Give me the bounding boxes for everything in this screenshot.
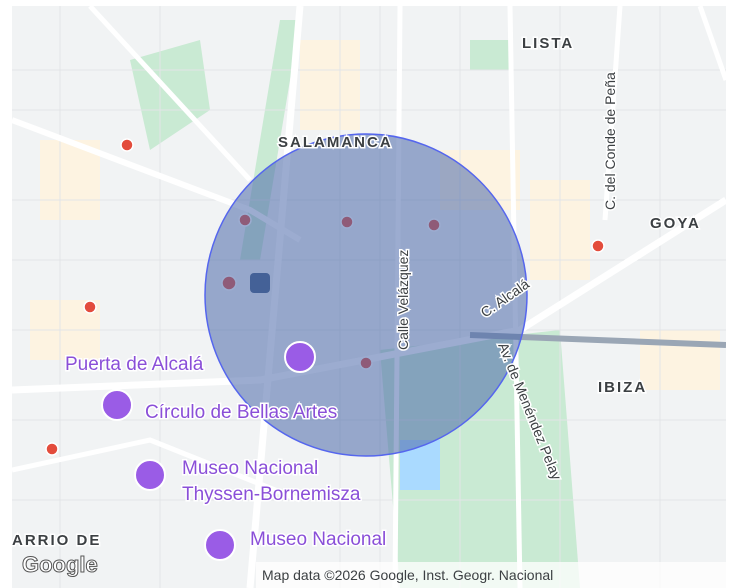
street-label: Calle Velázquez (395, 250, 411, 350)
attribution: Map data ©2026 Google, Inst. Geogr. Naci… (262, 567, 553, 583)
place-label[interactable]: Museo Nacional (182, 458, 318, 479)
district-label: ARRIO DE (12, 532, 101, 549)
district-label: LISTA (522, 35, 574, 52)
place-label[interactable]: Círculo de Bellas Artes (145, 402, 337, 423)
street-label: C. del Conde de Peña (602, 72, 618, 210)
district-label: IBIZA (598, 379, 647, 396)
district-label: GOYA (650, 215, 701, 232)
google-logo[interactable]: Google (22, 552, 98, 577)
map[interactable]: LISTA SALAMANCA GOYA IBIZA ARRIO DE C. d… (0, 0, 736, 588)
place-label[interactable]: Museo Nacional (250, 529, 386, 550)
place-label[interactable]: Thyssen-Bornemisza (182, 484, 361, 505)
district-label: SALAMANCA (278, 134, 393, 151)
map-tiles: LISTA SALAMANCA GOYA IBIZA ARRIO DE C. d… (12, 6, 726, 588)
place-label[interactable]: Puerta de Alcalá (65, 354, 204, 375)
page: LISTA SALAMANCA GOYA IBIZA ARRIO DE C. d… (0, 0, 736, 588)
